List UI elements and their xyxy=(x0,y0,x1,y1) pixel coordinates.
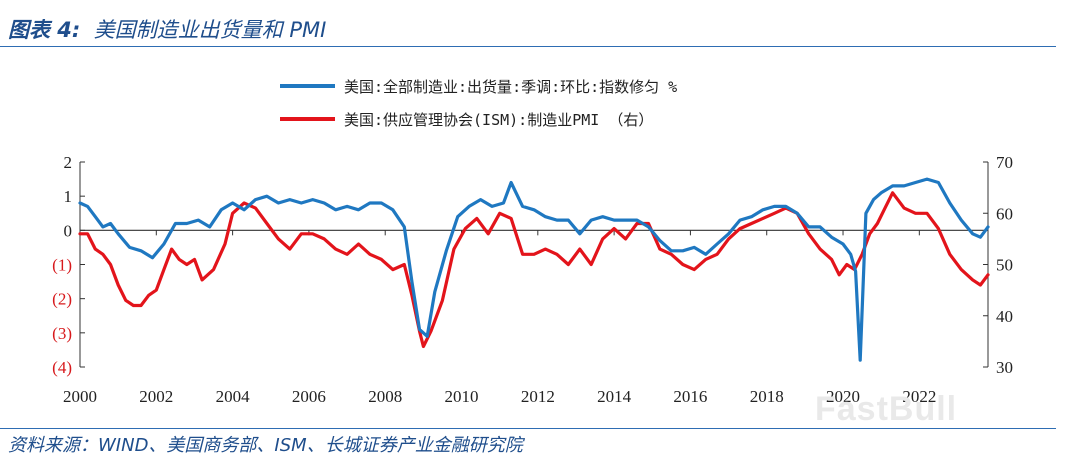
right-tick-label: 40 xyxy=(996,307,1013,326)
x-tick-label: 2020 xyxy=(826,387,860,406)
title-rule xyxy=(0,46,1056,47)
legend-label-shipments: 美国:全部制造业:出货量:季调:环比:指数修匀 % xyxy=(344,78,677,96)
legend-label-pmi: 美国:供应管理协会(ISM):制造业PMI （右） xyxy=(344,111,653,129)
x-tick-label: 2018 xyxy=(750,387,784,406)
right-tick-label: 50 xyxy=(996,256,1013,275)
right-tick-label: 60 xyxy=(996,204,1013,223)
x-tick-label: 2002 xyxy=(139,387,173,406)
x-tick-label: 2000 xyxy=(63,387,97,406)
source-note: 资料来源：WIND、美国商务部、ISM、长城证券产业金融研究院 xyxy=(8,435,523,456)
watermark: FastBull xyxy=(815,390,958,428)
x-tick-label: 2014 xyxy=(597,387,632,406)
x-tick-label: 2016 xyxy=(673,387,707,406)
x-tick-label: 2004 xyxy=(216,387,251,406)
x-tick-label: 2022 xyxy=(902,387,936,406)
left-tick-label: (1) xyxy=(52,256,72,275)
x-tick-label: 2012 xyxy=(521,387,555,406)
left-tick-label: (3) xyxy=(52,324,72,343)
left-tick-label: (2) xyxy=(52,290,72,309)
right-tick-label: 30 xyxy=(996,358,1013,377)
right-tick-label: 70 xyxy=(996,153,1013,172)
left-tick-label: 0 xyxy=(64,221,73,240)
legend: 美国:全部制造业:出货量:季调:环比:指数修匀 % 美国:供应管理协会(ISM)… xyxy=(280,78,677,129)
left-tick-label: (4) xyxy=(52,358,72,377)
figure-title: 图表 4: 美国制造业出货量和 PMI xyxy=(8,18,327,42)
series xyxy=(78,177,990,362)
x-tick-label: 2008 xyxy=(368,387,402,406)
x-tick-label: 2006 xyxy=(292,387,326,406)
left-tick-label: 1 xyxy=(64,187,73,206)
source-rule xyxy=(0,428,1056,429)
axes: 2 1 0 (1) (2) (3) (4) 70 60 50 40 30 2000 2002 2004 200… xyxy=(52,153,1013,406)
left-tick-label: 2 xyxy=(64,153,73,172)
x-tick-label: 2010 xyxy=(445,387,479,406)
